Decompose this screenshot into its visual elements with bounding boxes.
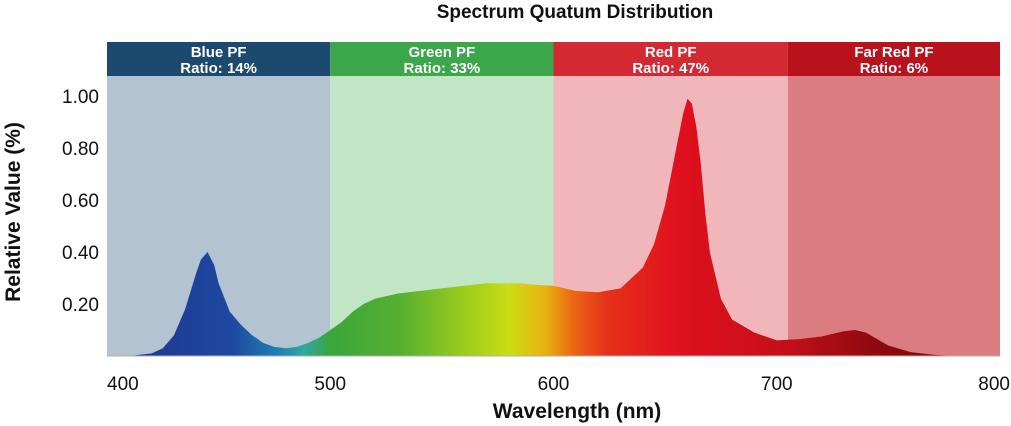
band-name-red-pf: Red PF: [645, 44, 697, 61]
y-tick-label: 0.80: [62, 139, 99, 160]
band-header-blue-pf: [107, 42, 331, 76]
band-name-green-pf: Green PF: [409, 44, 476, 61]
band-header-green-pf: [330, 42, 554, 76]
y-tick-label: 0.40: [62, 243, 99, 264]
x-tick-label: 600: [538, 374, 570, 395]
band-ratio-label: Ratio:: [632, 60, 679, 77]
spectrum-area: [107, 98, 1000, 356]
band-ratio-value: 6%: [906, 60, 928, 77]
band-fill-far-red-pf: [787, 76, 1000, 356]
chart-title: Spectrum Quatum Distribution: [437, 2, 714, 23]
band-ratio-red-pf: Ratio: 47%: [632, 60, 709, 77]
x-tick-label: 400: [107, 374, 139, 395]
band-name-blue-pf: Blue PF: [191, 44, 247, 61]
band-ratio-green-pf: Ratio: 33%: [404, 60, 481, 77]
band-ratio-value: 33%: [450, 60, 480, 77]
y-axis-title: Relative Value (%): [2, 122, 25, 302]
x-tick-label: 800: [978, 374, 1010, 395]
band-ratio-label: Ratio:: [860, 60, 907, 77]
band-header-red-pf: [553, 42, 788, 76]
band-ratio-label: Ratio:: [180, 60, 227, 77]
y-tick-label: 0.60: [62, 191, 99, 212]
y-tick-label: 0.20: [62, 295, 99, 316]
band-ratio-value: 14%: [227, 60, 257, 77]
band-ratio-label: Ratio:: [404, 60, 451, 77]
band-header-far-red-pf: [787, 42, 1000, 76]
band-name-far-red-pf: Far Red PF: [854, 44, 933, 61]
x-axis-title: Wavelength (nm): [493, 400, 661, 423]
band-ratio-value: 47%: [679, 60, 709, 77]
y-tick-label: 1.00: [62, 87, 99, 108]
x-tick-label: 700: [761, 374, 793, 395]
band-ratio-blue-pf: Ratio: 14%: [180, 60, 257, 77]
band-ratio-far-red-pf: Ratio: 6%: [860, 60, 928, 77]
x-tick-label: 500: [314, 374, 346, 395]
